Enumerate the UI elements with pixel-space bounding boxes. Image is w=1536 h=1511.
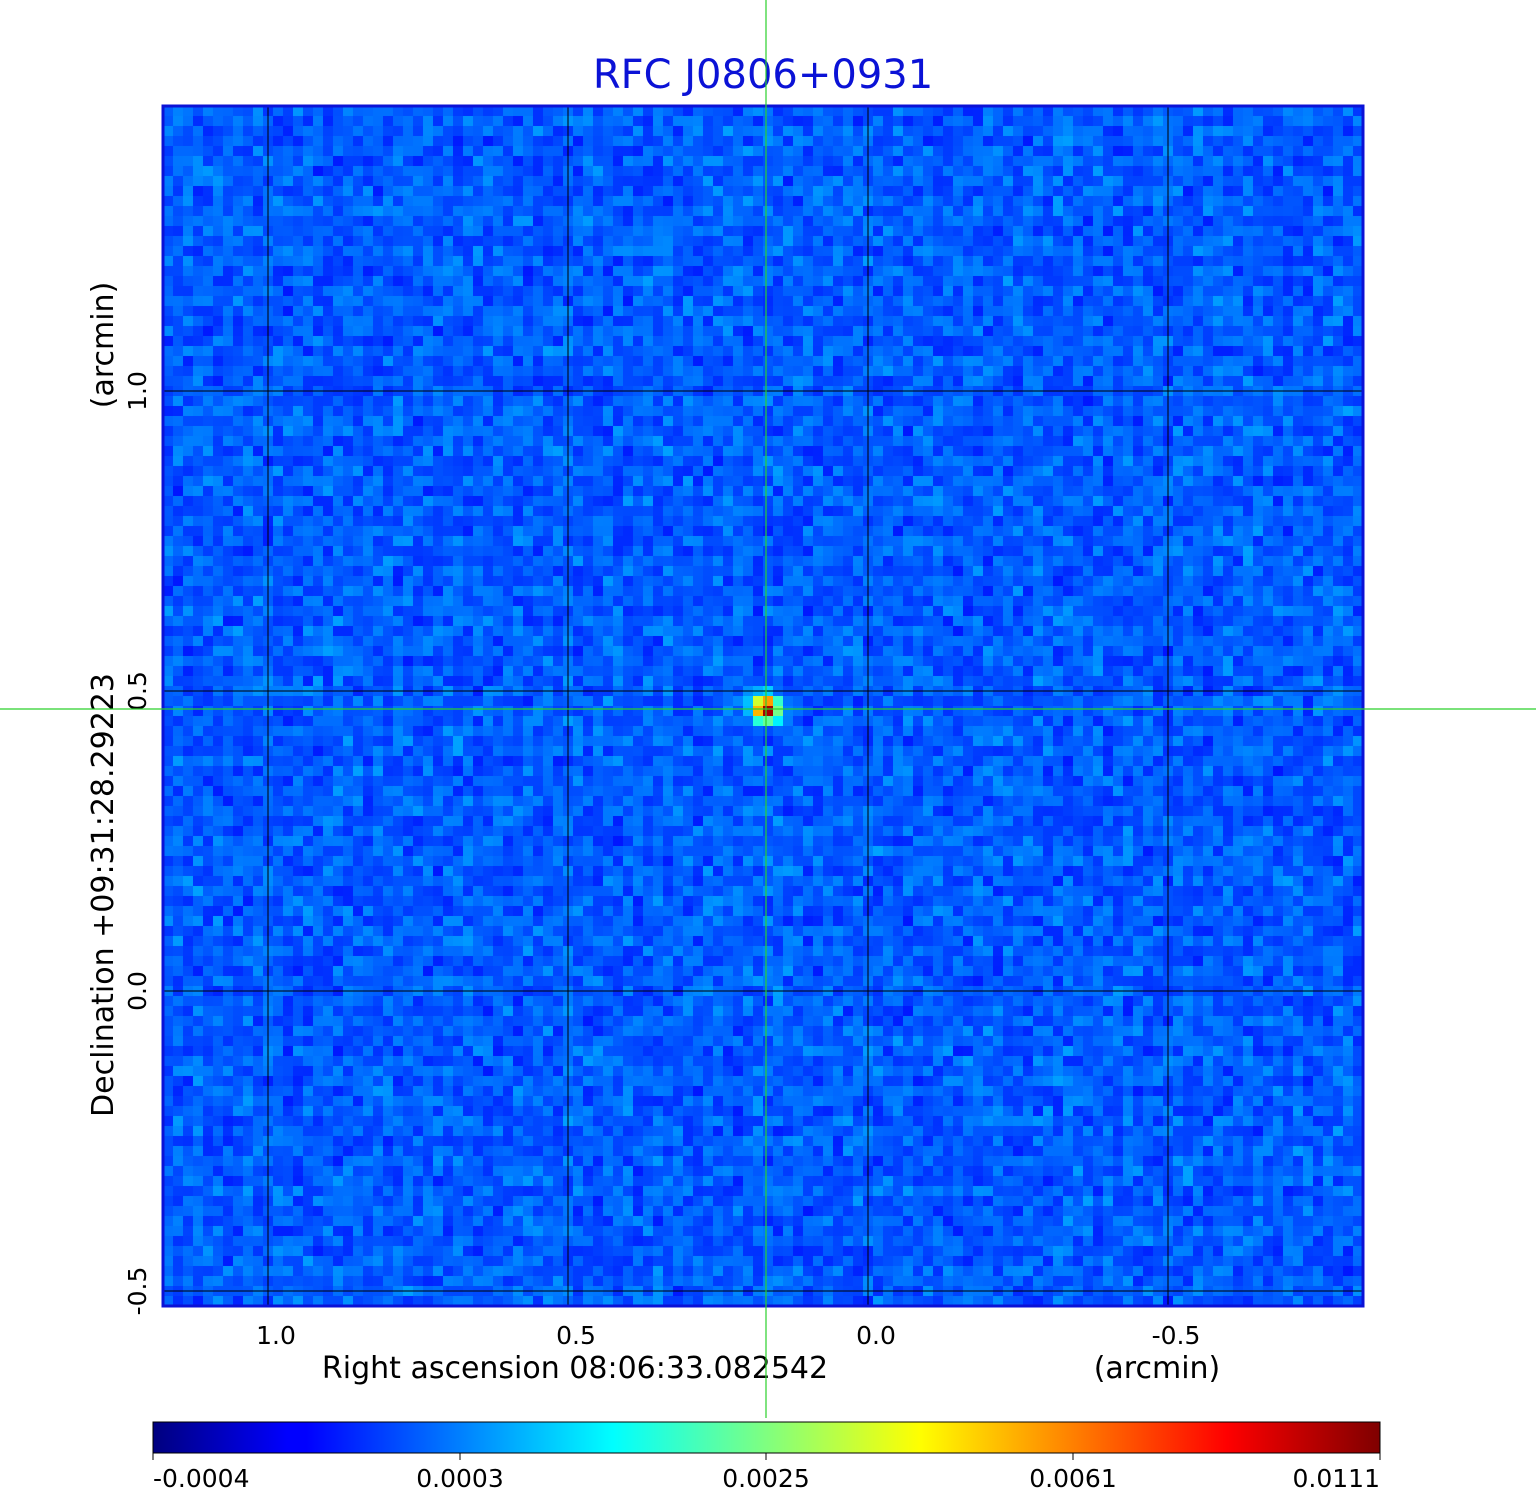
chart-title: RFC J0806+0931	[593, 52, 933, 98]
x-tick-label: 0.0	[856, 1321, 896, 1350]
y-axis-label: Declination +09:31:28.29223	[86, 673, 121, 1117]
x-tick-label: -0.5	[1152, 1321, 1201, 1350]
x-axis-unit: (arcmin)	[1094, 1351, 1221, 1386]
colorbar-tick-labels: -0.0004 0.0003 0.0025 0.0061 0.0111	[152, 1453, 1381, 1493]
y-tick-label: 0.0	[123, 971, 152, 1011]
y-axis-unit: (arcmin)	[86, 282, 121, 409]
grid-lines	[163, 106, 1363, 1306]
x-tick-labels: 1.0 0.5 0.0 -0.5	[256, 1321, 1200, 1350]
x-axis-label: Right ascension 08:06:33.082542	[322, 1351, 828, 1386]
x-tick-label: 0.5	[556, 1321, 596, 1350]
y-tick-labels: 1.0 0.5 0.0 -0.5	[123, 371, 152, 1315]
x-tick-label: 1.0	[256, 1321, 296, 1350]
y-tick-label: -0.5	[123, 1267, 152, 1316]
y-tick-label: 0.5	[123, 671, 152, 711]
colorbar	[152, 1421, 1381, 1454]
crosshair	[0, 0, 1536, 1418]
colorbar-tick-label: 0.0111	[1293, 1464, 1380, 1493]
heatmap-image	[163, 106, 1363, 1306]
y-tick-label: 1.0	[123, 371, 152, 411]
colorbar-tick-label: 0.0003	[416, 1464, 503, 1493]
colorbar-tick-label: -0.0004	[153, 1464, 250, 1493]
colorbar-tick-label: 0.0025	[722, 1464, 809, 1493]
colorbar-tick-label: 0.0061	[1029, 1464, 1116, 1493]
plot-frame	[161, 104, 1365, 1308]
